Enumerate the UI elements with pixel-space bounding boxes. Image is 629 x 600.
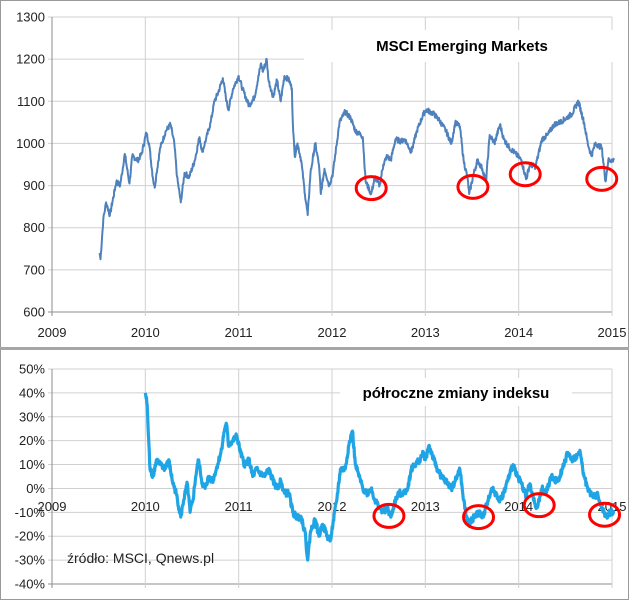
chart-title: MSCI Emerging Markets (376, 38, 548, 55)
y-tick-label: 600 (23, 305, 45, 320)
title-background (304, 30, 622, 62)
highlight-circle (508, 161, 542, 188)
highlight-circle (456, 173, 490, 200)
series-line (98, 57, 615, 261)
y-tick-label: 1100 (17, 94, 45, 109)
x-tick-label: 2014 (504, 325, 533, 340)
highlight-circle (354, 175, 388, 202)
x-tick-label: 2010 (131, 325, 160, 340)
y-tick-label: 1200 (16, 52, 45, 67)
x-tick-label: 2012 (318, 325, 347, 340)
msci-index-chart: 600 700 800 900 1000 1100 1200 1300 2009 2010 201… (16, 10, 627, 341)
y-tick-label: 1000 (16, 136, 45, 151)
panel-separator (0, 347, 629, 350)
y-tick-label: 800 (23, 220, 45, 235)
x-tick-label: 2013 (411, 325, 440, 340)
y-tick-label: 1300 (16, 10, 45, 25)
highlight-circle (585, 165, 619, 192)
x-tick-label: 2011 (225, 325, 253, 340)
y-tick-label: 700 (23, 262, 45, 277)
y-tick-label: 900 (23, 178, 45, 193)
x-tick-label: 2009 (38, 325, 67, 340)
x-tick-label: 2015 (598, 325, 627, 340)
